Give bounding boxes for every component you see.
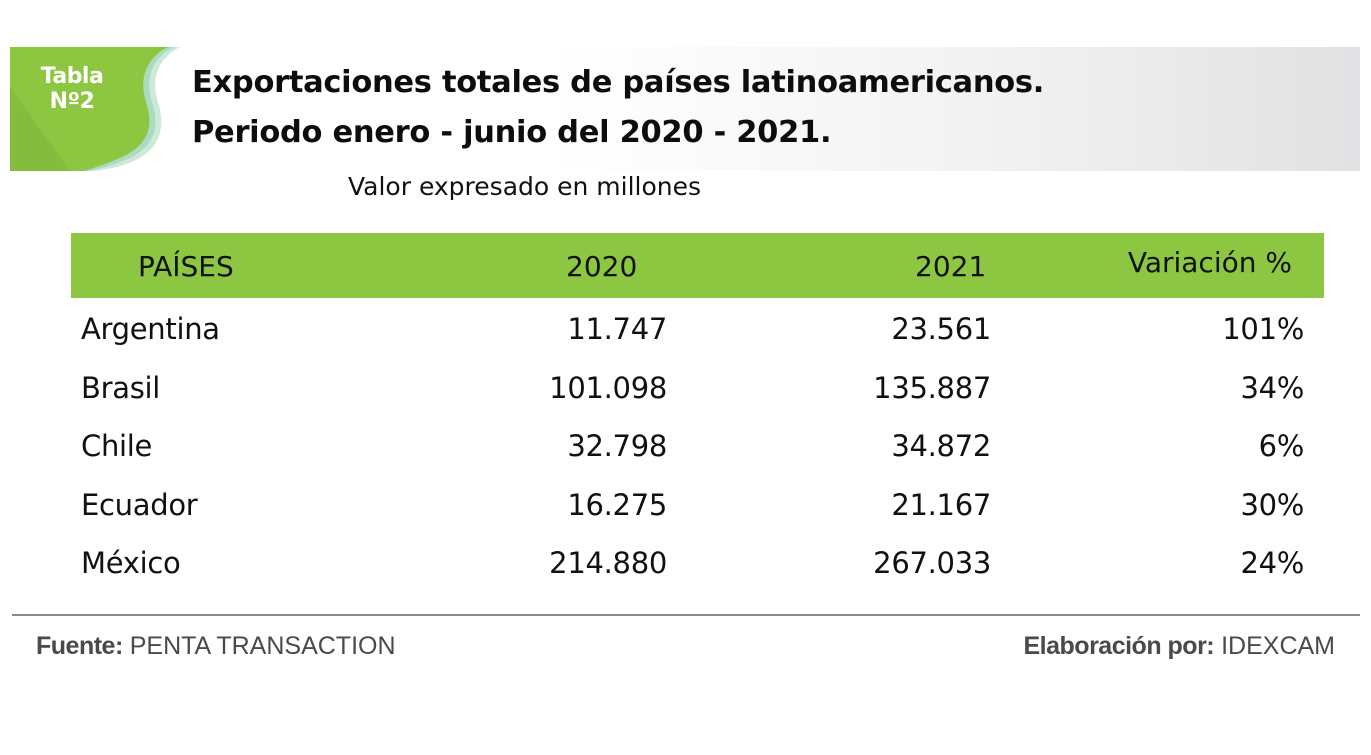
header-band: [10, 47, 1360, 171]
cell-variation: 101%: [1222, 312, 1304, 346]
cell-2020: 214.880: [549, 546, 667, 580]
table-row: México 214.880 267.033 24%: [71, 532, 1324, 591]
cell-variation: 30%: [1240, 487, 1304, 522]
column-header-2020: 2020: [566, 250, 638, 283]
badge-shape: [10, 47, 180, 171]
cell-country: Chile: [81, 429, 153, 463]
cell-country: México: [81, 546, 181, 580]
badge-label: Tabla Nº2: [26, 64, 118, 114]
title-line1: Exportaciones totales de países latinoam…: [192, 65, 1045, 100]
source-label: Fuente:: [36, 632, 123, 660]
cell-2021: 34.872: [891, 429, 991, 463]
cell-2021: 267.033: [873, 546, 991, 580]
cell-country: Brasil: [81, 370, 161, 405]
table-row: Ecuador 16.275 21.167 30%: [71, 474, 1324, 533]
cell-2021: 135.887: [873, 370, 991, 405]
cell-2021: 21.167: [891, 487, 991, 522]
cell-country: Argentina: [81, 312, 220, 346]
exports-table: PAÍSES 2020 2021 Variación % Argentina 1…: [71, 233, 1324, 591]
cell-variation: 6%: [1258, 429, 1305, 463]
cell-2020: 32.798: [567, 429, 667, 463]
column-header-countries: PAÍSES: [138, 250, 234, 283]
table-row: Argentina 11.747 23.561 101%: [71, 298, 1324, 357]
cell-2020: 101.098: [549, 370, 667, 405]
table-row: Chile 32.798 34.872 6%: [71, 415, 1324, 474]
footer-divider: [12, 614, 1360, 616]
author-value: IDEXCAM: [1221, 632, 1335, 660]
cell-variation: 24%: [1240, 546, 1304, 580]
source-credit: Fuente: PENTA TRANSACTION: [36, 632, 396, 661]
badge-label-line2: Nº2: [49, 89, 95, 114]
cell-country: Ecuador: [81, 487, 198, 522]
column-header-2021: 2021: [915, 250, 987, 283]
column-header-variation: Variación %: [1127, 246, 1292, 279]
badge-label-line1: Tabla: [40, 64, 104, 89]
page-title: Exportaciones totales de países latinoam…: [192, 58, 1044, 158]
table-row: Brasil 101.098 135.887 34%: [71, 357, 1324, 416]
cell-variation: 34%: [1240, 370, 1304, 405]
author-credit: Elaboración por: IDEXCAM: [1024, 632, 1336, 661]
table-body: Argentina 11.747 23.561 101% Brasil 101.…: [71, 298, 1324, 591]
subtitle: Valor expresado en millones: [348, 172, 702, 201]
cell-2020: 11.747: [567, 312, 667, 346]
title-line2: Periodo enero - junio del 2020 - 2021.: [192, 115, 832, 150]
table-number-badge: Tabla Nº2: [10, 47, 190, 171]
cell-2021: 23.561: [891, 312, 991, 346]
author-label: Elaboración por:: [1023, 632, 1215, 660]
source-value: PENTA TRANSACTION: [129, 632, 396, 660]
table-header: PAÍSES 2020 2021 Variación %: [71, 233, 1324, 298]
cell-2020: 16.275: [567, 487, 667, 522]
